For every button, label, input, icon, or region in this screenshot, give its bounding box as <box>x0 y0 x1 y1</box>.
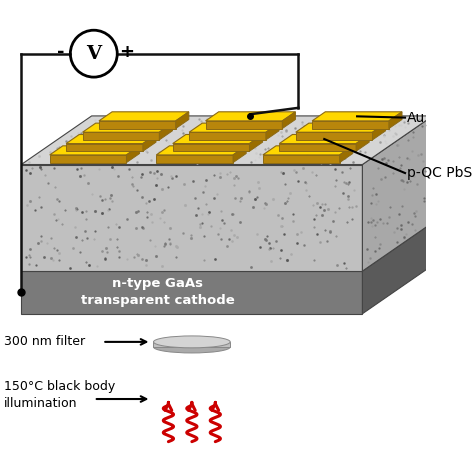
Polygon shape <box>173 144 249 151</box>
Polygon shape <box>296 123 386 132</box>
Polygon shape <box>373 123 386 140</box>
Polygon shape <box>340 146 353 163</box>
Polygon shape <box>312 121 389 128</box>
Ellipse shape <box>154 336 230 348</box>
Polygon shape <box>127 146 139 163</box>
Polygon shape <box>156 155 233 163</box>
Polygon shape <box>82 123 173 132</box>
Polygon shape <box>363 222 433 314</box>
Polygon shape <box>266 123 279 140</box>
Polygon shape <box>173 135 263 144</box>
Text: 150°C black body: 150°C black body <box>4 380 116 393</box>
Polygon shape <box>176 112 189 128</box>
Polygon shape <box>159 123 173 140</box>
Polygon shape <box>21 222 433 271</box>
Polygon shape <box>189 123 279 132</box>
Polygon shape <box>206 112 295 121</box>
Polygon shape <box>99 121 176 128</box>
Polygon shape <box>312 112 402 121</box>
Polygon shape <box>356 135 369 151</box>
Polygon shape <box>296 132 373 140</box>
Polygon shape <box>189 132 266 140</box>
Polygon shape <box>233 146 246 163</box>
Text: 300 nm filter: 300 nm filter <box>4 335 85 348</box>
Polygon shape <box>263 155 340 163</box>
Polygon shape <box>82 132 159 140</box>
Text: -: - <box>57 43 65 61</box>
Polygon shape <box>21 116 433 164</box>
Polygon shape <box>156 146 246 155</box>
Polygon shape <box>50 146 139 155</box>
Text: n-type GaAs
transparent cathode: n-type GaAs transparent cathode <box>81 277 235 308</box>
Polygon shape <box>206 121 283 128</box>
Polygon shape <box>50 155 127 163</box>
Polygon shape <box>363 116 433 271</box>
Polygon shape <box>66 135 156 144</box>
Polygon shape <box>143 135 156 151</box>
Polygon shape <box>283 112 295 128</box>
Ellipse shape <box>154 341 230 353</box>
Text: p-QC PbS: p-QC PbS <box>407 166 473 180</box>
Text: Au: Au <box>407 110 426 125</box>
Text: V: V <box>86 45 101 63</box>
Polygon shape <box>389 112 402 128</box>
Polygon shape <box>279 135 369 144</box>
Polygon shape <box>66 144 143 151</box>
Polygon shape <box>279 144 356 151</box>
Text: illumination: illumination <box>4 397 78 410</box>
Polygon shape <box>21 164 363 271</box>
Polygon shape <box>263 146 353 155</box>
Bar <box>154 342 230 347</box>
Polygon shape <box>99 112 189 121</box>
Text: +: + <box>119 43 134 61</box>
Polygon shape <box>21 271 363 314</box>
Polygon shape <box>249 135 263 151</box>
